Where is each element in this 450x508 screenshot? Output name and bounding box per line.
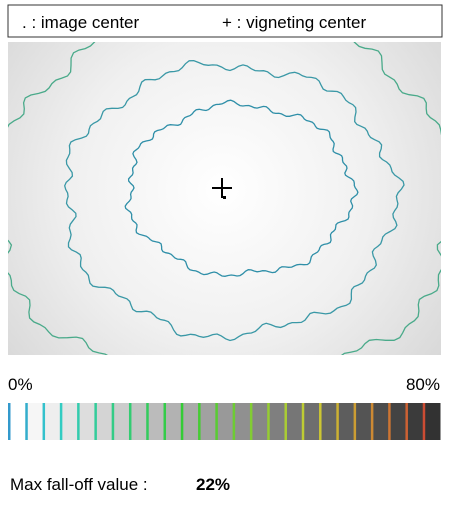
- scale-cell: [77, 403, 95, 440]
- scale-stripe: [267, 403, 270, 440]
- scale-stripe: [163, 403, 167, 440]
- scale-cell: [111, 403, 130, 440]
- scale-stripe: [94, 403, 97, 440]
- result-value: 22%: [196, 475, 230, 494]
- scale-cell: [8, 403, 26, 440]
- legend-vignetting-center: + : vigneting center: [222, 13, 366, 32]
- scale-cell: [301, 403, 320, 440]
- scale-stripe: [146, 403, 149, 440]
- result-label: Max fall-off value :: [10, 475, 148, 494]
- scale-min-label: 0%: [8, 375, 33, 394]
- scale-cell: [146, 403, 165, 440]
- scale-cell: [267, 403, 285, 440]
- scale-cell: [128, 403, 147, 440]
- scale-stripe: [77, 403, 80, 440]
- scale-cell: [422, 403, 441, 440]
- legend-box: [7, 4, 443, 38]
- scale-stripe: [422, 403, 426, 440]
- scale-cell: [388, 403, 406, 440]
- scale-stripe: [111, 403, 115, 440]
- scale-cell: [42, 403, 61, 440]
- scale-stripe: [232, 403, 236, 440]
- scale-max-label: 80%: [406, 375, 440, 394]
- scale-cell: [180, 403, 199, 440]
- scale-stripe: [249, 403, 253, 440]
- image-center-mark: [223, 196, 226, 199]
- scale-cell: [249, 403, 268, 440]
- scale-stripe: [198, 403, 201, 440]
- scale-cell: [319, 403, 337, 440]
- scale-stripe: [25, 403, 28, 440]
- scale-cell: [198, 403, 216, 440]
- scale-cell: [405, 403, 424, 440]
- scale-cell: [215, 403, 234, 440]
- scale-stripe: [128, 403, 132, 440]
- scale-stripe: [180, 403, 184, 440]
- scale-stripe: [319, 403, 322, 440]
- legend-image-center: . : image center: [22, 13, 140, 32]
- scale-cell: [94, 403, 113, 440]
- scale-cell: [353, 403, 372, 440]
- contour-line: [124, 99, 359, 277]
- scale-cell: [284, 403, 303, 440]
- scale-stripe: [215, 403, 218, 440]
- scale-stripe: [284, 403, 287, 440]
- scale-cell: [370, 403, 389, 440]
- scale-cell: [163, 403, 182, 440]
- scale-stripe: [405, 403, 408, 440]
- scale-stripe: [353, 403, 357, 440]
- scale-stripe: [301, 403, 305, 440]
- scale-cell: [336, 403, 355, 440]
- scale-cell: [59, 403, 78, 440]
- scale-stripe: [388, 403, 391, 440]
- contours: [8, 42, 441, 355]
- scale-stripe: [59, 403, 63, 440]
- scale-cell: [25, 403, 44, 440]
- scale-stripe: [42, 403, 46, 440]
- scale-cell: [232, 403, 251, 440]
- scale-stripe: [370, 403, 374, 440]
- scale-stripe: [336, 403, 339, 440]
- color-scale: [8, 403, 441, 440]
- scale-stripe: [8, 403, 11, 440]
- contour-line: [64, 59, 405, 342]
